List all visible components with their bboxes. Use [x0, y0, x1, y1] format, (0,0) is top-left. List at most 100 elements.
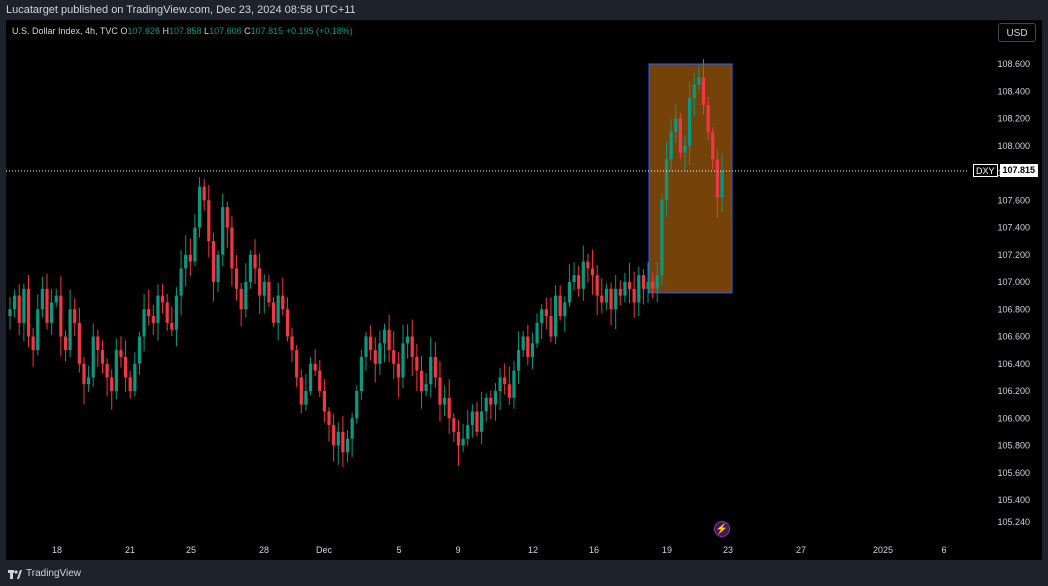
- currency-button[interactable]: USD: [998, 23, 1036, 42]
- candle: [392, 331, 396, 379]
- candle: [341, 416, 345, 467]
- candle: [572, 262, 576, 291]
- candle: [711, 127, 715, 170]
- candle: [156, 284, 160, 341]
- candle: [544, 297, 548, 330]
- candle: [54, 288, 58, 308]
- candle: [248, 250, 253, 289]
- x-tick-label: 27: [796, 545, 806, 555]
- candle: [387, 314, 391, 363]
- candle: [563, 296, 567, 333]
- price-tag-symbol: DXY: [973, 164, 998, 177]
- x-tick-label: Dec: [316, 545, 333, 555]
- candle: [100, 340, 105, 374]
- footer-brand[interactable]: TradingView: [26, 568, 82, 579]
- legend-open: 107.626: [127, 26, 160, 36]
- candle: [322, 379, 326, 423]
- candle: [373, 337, 377, 383]
- candle: [197, 177, 202, 238]
- candle: [221, 193, 225, 267]
- candle: [706, 96, 710, 141]
- candle: [86, 366, 91, 393]
- y-tick-label: 107.000: [997, 277, 1030, 287]
- candle: [512, 360, 516, 409]
- candle: [720, 153, 724, 212]
- chart-area[interactable]: 108.600108.400108.200108.000107.800107.6…: [6, 20, 1042, 560]
- candle: [535, 313, 539, 348]
- x-tick-label: 25: [186, 545, 196, 555]
- legend-open-label: O: [120, 26, 128, 36]
- legend-change: +0.195 (+0.18%): [285, 26, 353, 36]
- candle: [669, 119, 673, 173]
- candle: [651, 272, 655, 299]
- legend-low: 107.606: [209, 26, 242, 36]
- candle: [609, 282, 613, 326]
- candle: [521, 331, 525, 357]
- candle: [267, 275, 271, 308]
- y-tick-label: 108.000: [997, 141, 1030, 151]
- candle: [327, 407, 331, 442]
- candle: [193, 214, 197, 267]
- candle: [184, 235, 188, 287]
- candle: [230, 215, 234, 287]
- candle: [627, 262, 632, 304]
- candle: [646, 262, 650, 303]
- candle: [595, 264, 599, 316]
- candle: [40, 276, 44, 318]
- candle: [590, 249, 595, 295]
- candle: [586, 253, 590, 283]
- candle: [401, 324, 405, 389]
- candle: [567, 263, 572, 307]
- candle: [637, 266, 641, 317]
- candle: [332, 413, 336, 462]
- candlestick-chart[interactable]: 108.600108.400108.200108.000107.800107.6…: [6, 20, 1042, 560]
- legend-low-label: L: [204, 26, 210, 36]
- candle: [304, 373, 308, 411]
- x-tick-label: 23: [723, 545, 733, 555]
- candle: [285, 297, 290, 342]
- candle: [123, 340, 128, 393]
- candle: [202, 179, 206, 211]
- candle: [410, 319, 414, 376]
- y-tick-label: 105.600: [997, 468, 1030, 478]
- candle: [318, 359, 322, 397]
- candle: [133, 352, 137, 397]
- candle: [503, 363, 507, 395]
- y-tick-label: 108.400: [997, 86, 1030, 96]
- candle: [59, 276, 63, 357]
- candle: [77, 307, 81, 373]
- candle: [553, 284, 558, 345]
- x-tick-label: 19: [662, 545, 672, 555]
- candle: [429, 336, 433, 398]
- candle: [655, 262, 659, 303]
- candle: [438, 361, 442, 422]
- tradingview-logo-icon[interactable]: [8, 568, 22, 580]
- y-tick-label: 108.600: [997, 59, 1030, 69]
- candle: [461, 423, 465, 453]
- candle: [253, 239, 257, 284]
- candle: [452, 413, 456, 442]
- y-tick-label: 107.200: [997, 250, 1030, 260]
- legend-high: 107.858: [168, 26, 202, 36]
- candle: [419, 356, 424, 409]
- candle: [91, 323, 95, 387]
- candle: [225, 201, 229, 248]
- series-legend: U.S. Dollar Index, 4h, TVC O107.626 H107…: [12, 26, 353, 36]
- y-tick-label: 108.200: [997, 114, 1030, 124]
- candle: [424, 372, 428, 397]
- candle: [442, 385, 447, 416]
- candle: [50, 289, 54, 335]
- candle: [355, 385, 359, 424]
- x-tick-label: 5: [396, 545, 401, 555]
- candle: [82, 356, 86, 405]
- y-tick-label: 106.000: [997, 413, 1030, 423]
- lightning-bolt-icon[interactable]: ⚡: [714, 521, 730, 537]
- candle: [618, 280, 622, 306]
- candle: [600, 278, 604, 314]
- x-tick-label: 9: [455, 545, 460, 555]
- candle: [489, 390, 493, 420]
- candle: [382, 323, 387, 363]
- candle: [369, 325, 373, 361]
- candle: [359, 349, 363, 401]
- candle: [119, 336, 123, 368]
